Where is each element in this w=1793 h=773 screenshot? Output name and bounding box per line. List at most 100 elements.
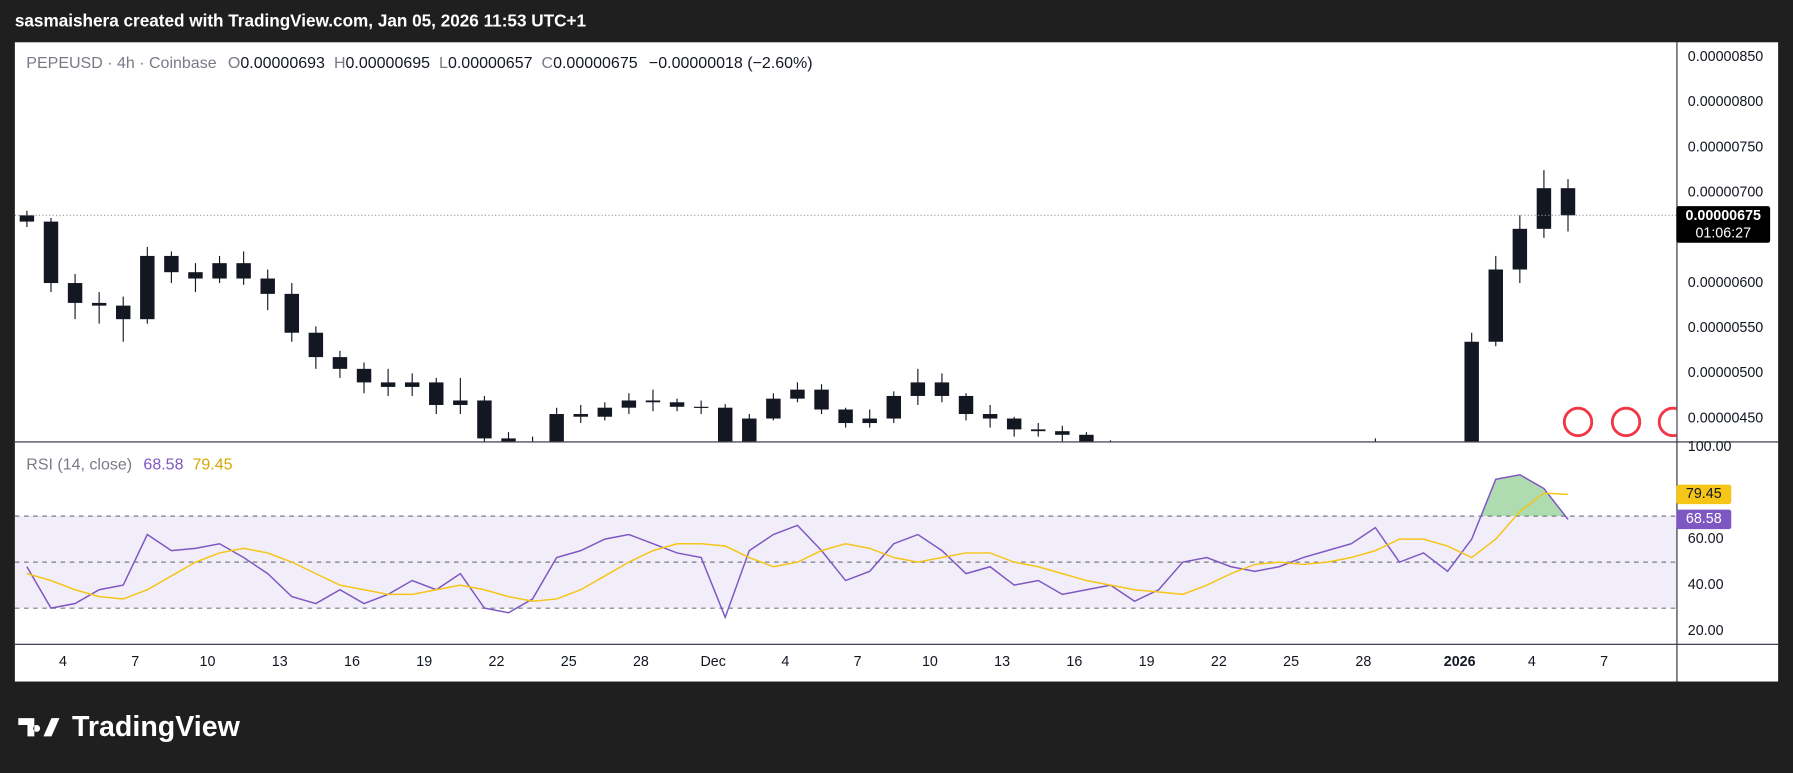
x-tick-label: 28	[633, 654, 649, 670]
x-tick-label: Dec	[700, 654, 725, 670]
axes: 4 7 10 13 16 19 22 25 28 Dec 4 7 10 13 16 19 22 25 28 2026 4…	[59, 49, 1771, 670]
candle-body	[717, 407, 733, 442]
legend-label: H	[334, 55, 346, 72]
candle-body	[404, 382, 420, 387]
candle-body	[669, 402, 685, 407]
x-tick-label: 4	[1528, 654, 1536, 670]
candle-body	[549, 414, 564, 442]
x-tick-label: 10	[922, 654, 938, 670]
y-tick-label: 0.00000850	[1688, 49, 1764, 65]
x-tick-label: 2026	[1444, 654, 1476, 670]
y-tick-label: 40.00	[1688, 577, 1724, 593]
rsi-badge-text: 79.45	[1686, 486, 1722, 502]
legend-change: −0.00000018 (−2.60%)	[649, 55, 813, 72]
legend-label: O	[228, 55, 240, 72]
candle-body	[260, 278, 275, 294]
rsi-badge	[1676, 484, 1732, 505]
candle-body	[1560, 188, 1576, 216]
candle-body	[236, 263, 251, 279]
candle-body	[91, 302, 107, 306]
candle-body	[862, 418, 877, 424]
logo-text: TradingView	[72, 711, 241, 743]
header-title: sasmaishera created with TradingView.com…	[15, 10, 587, 30]
candle-body	[477, 400, 492, 439]
event-icons	[1562, 406, 1677, 438]
candle-body	[693, 406, 709, 408]
legend-value: 0.00000695	[346, 55, 431, 72]
countdown-text: 01:06:27	[1695, 225, 1751, 241]
rsi-line	[26, 492, 1569, 602]
rsi-legend: RSI (14, close) 68.58 79.45	[26, 457, 232, 474]
x-tick-label: 13	[994, 654, 1010, 670]
price-badge-text: 0.00000675	[1686, 208, 1762, 224]
rsi-badge	[1676, 509, 1732, 530]
y-tick-label: 0.00000700	[1688, 184, 1764, 200]
y-tick-label: 0.00000750	[1688, 139, 1764, 155]
candle-body	[1488, 269, 1503, 342]
candle-body	[212, 263, 227, 279]
candle-body	[453, 400, 468, 405]
logo: TradingView	[18, 711, 241, 743]
candle-body	[597, 407, 613, 417]
candle-body	[838, 409, 853, 424]
x-tick-label: 4	[59, 654, 67, 670]
candle-body	[140, 255, 155, 320]
rsi-pane	[14, 473, 1677, 620]
candle-body	[814, 389, 829, 410]
candle-body	[910, 382, 926, 396]
event-icon	[1562, 406, 1594, 438]
y-tick-label: 0.00000500	[1688, 365, 1764, 381]
candle-body	[790, 389, 805, 399]
candle-body	[1006, 418, 1022, 430]
candle-body	[501, 438, 516, 442]
candle-body	[1055, 431, 1070, 435]
candle-body	[982, 414, 998, 419]
price-pane	[14, 170, 1677, 442]
candle-body	[380, 382, 396, 387]
rsi-line	[26, 473, 1569, 620]
x-tick-label: 19	[1139, 654, 1155, 670]
legend-value: 0.00000657	[448, 55, 533, 72]
candle-body	[766, 398, 781, 419]
logo-mark	[18, 718, 60, 737]
x-tick-label: 16	[344, 654, 360, 670]
price-badge	[1676, 206, 1771, 243]
x-tick-label: 4	[781, 654, 789, 670]
chart-frame	[14, 42, 1779, 682]
x-tick-label: 16	[1066, 654, 1082, 670]
candle-body	[308, 332, 324, 358]
legend-symbol: PEPEUSD · 4h · Coinbase	[26, 55, 216, 72]
candle-body	[934, 382, 950, 396]
x-tick-label: 13	[272, 654, 288, 670]
y-tick-label: 0.00000800	[1688, 94, 1764, 110]
candle-body	[116, 305, 131, 320]
candle-body	[742, 418, 757, 442]
candle-body	[621, 400, 637, 408]
x-tick-label: 22	[1211, 654, 1227, 670]
x-tick-label: 10	[200, 654, 216, 670]
candle-body	[1536, 188, 1552, 229]
candle-body	[188, 272, 203, 279]
candle-body	[1512, 228, 1528, 270]
legend-label: C	[542, 55, 554, 72]
y-tick-label: 100.00	[1688, 439, 1732, 455]
legend-value: 0.00000675	[553, 55, 638, 72]
y-tick-label: 0.00000600	[1688, 275, 1764, 291]
legend-label: L	[439, 55, 448, 72]
candle-body	[1031, 429, 1046, 432]
candle-body	[886, 395, 901, 419]
candle-body	[43, 221, 59, 284]
y-tick-label: 20.00	[1688, 623, 1724, 639]
x-tick-label: 7	[1600, 654, 1608, 670]
x-tick-label: 25	[561, 654, 577, 670]
candle-body	[958, 395, 974, 415]
event-icon	[1657, 406, 1677, 438]
y-tick-label: 0.00000550	[1688, 320, 1764, 336]
legend-value: 0.00000693	[240, 55, 325, 72]
x-tick-label: 22	[489, 654, 505, 670]
candle-body	[284, 293, 300, 333]
candle-body	[1079, 434, 1094, 442]
rsi-title: RSI (14, close)	[26, 457, 132, 474]
rsi-ma-value: 79.45	[193, 457, 233, 474]
